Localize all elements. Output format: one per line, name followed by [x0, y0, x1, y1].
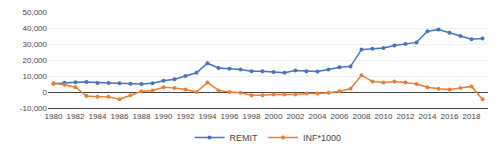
svg-text:2016: 2016: [441, 112, 459, 121]
svg-text:30,000: 30,000: [23, 40, 48, 49]
svg-text:2000: 2000: [265, 112, 283, 121]
svg-text:0: 0: [43, 88, 48, 97]
svg-text:2006: 2006: [331, 112, 349, 121]
svg-text:REMIT: REMIT: [230, 133, 259, 143]
svg-text:20,000: 20,000: [23, 56, 48, 65]
svg-text:1982: 1982: [67, 112, 85, 121]
svg-text:-10,000: -10,000: [20, 104, 48, 113]
svg-text:40,000: 40,000: [23, 24, 48, 33]
svg-text:1986: 1986: [111, 112, 129, 121]
svg-text:1984: 1984: [89, 112, 107, 121]
svg-text:2012: 2012: [397, 112, 415, 121]
svg-text:1988: 1988: [133, 112, 151, 121]
svg-text:2002: 2002: [287, 112, 305, 121]
svg-text:1994: 1994: [199, 112, 217, 121]
svg-text:1992: 1992: [177, 112, 195, 121]
svg-text:2014: 2014: [419, 112, 437, 121]
svg-text:1990: 1990: [155, 112, 173, 121]
svg-text:2004: 2004: [309, 112, 327, 121]
svg-text:1980: 1980: [45, 112, 63, 121]
svg-text:2008: 2008: [353, 112, 371, 121]
svg-text:1996: 1996: [221, 112, 239, 121]
svg-text:2018: 2018: [463, 112, 481, 121]
svg-text:50,000: 50,000: [23, 8, 48, 17]
svg-text:INF*1000: INF*1000: [303, 133, 341, 143]
svg-text:1998: 1998: [243, 112, 261, 121]
svg-text:10,000: 10,000: [23, 72, 48, 81]
svg-text:2010: 2010: [375, 112, 393, 121]
